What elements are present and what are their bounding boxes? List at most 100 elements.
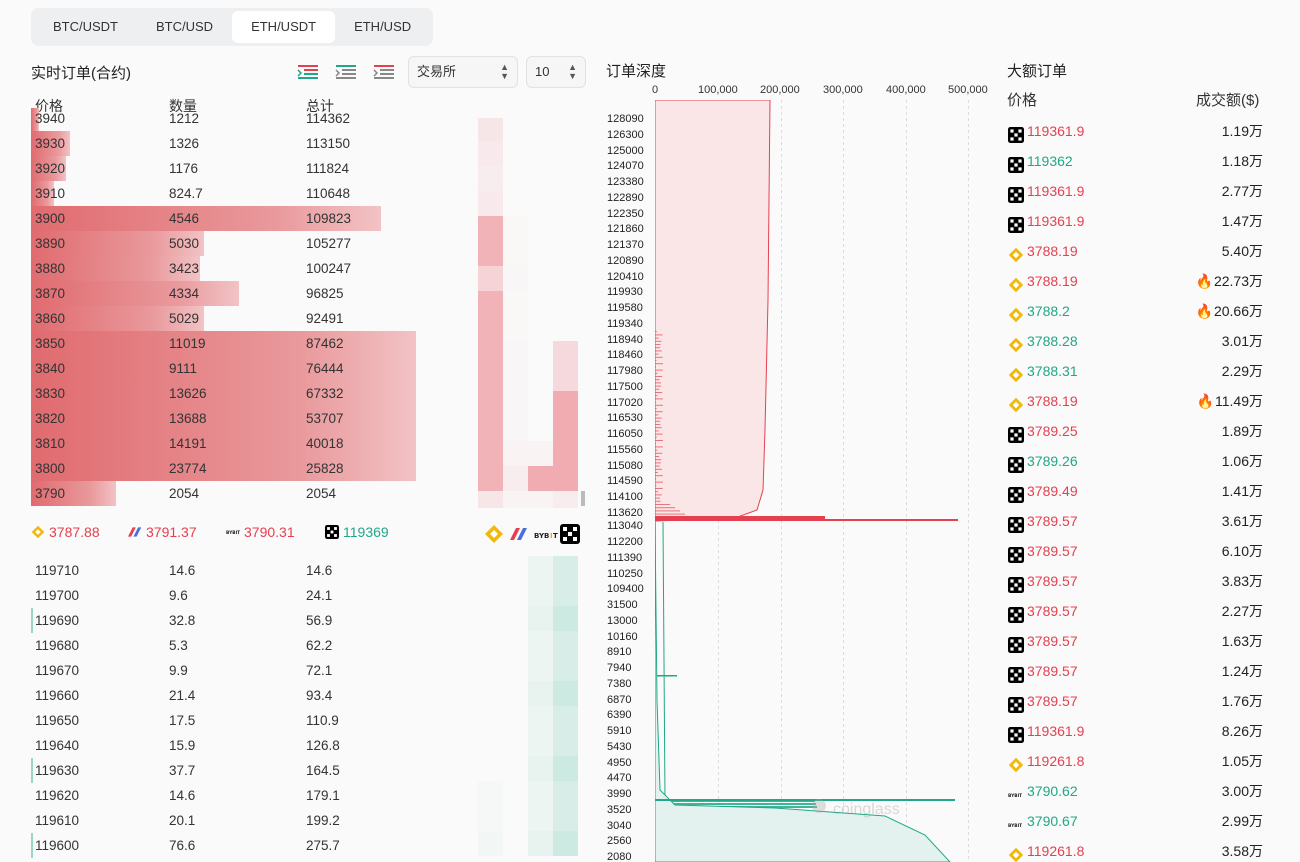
large-order-row[interactable]: 3788.19 🔥22.73万 xyxy=(1007,266,1263,296)
view-both-icon[interactable] xyxy=(296,62,322,82)
ask-level-bar xyxy=(655,401,656,403)
large-order-row[interactable]: 3788.31 2.29万 xyxy=(1007,356,1263,386)
tab-eth-usdt[interactable]: ETH/USDT xyxy=(232,11,336,43)
tab-btc-usd[interactable]: BTC/USD xyxy=(156,19,214,34)
exchange-select[interactable]: 交易所 ▲ ▼ xyxy=(408,56,518,88)
depth-select[interactable]: 10 ▲ ▼ xyxy=(526,56,586,88)
ask-row[interactable]: 3880 3423 100247 xyxy=(31,256,421,281)
bid-price: 119610 xyxy=(35,813,80,828)
large-order-price: 3789.57 xyxy=(1027,543,1078,559)
ask-depth-bar xyxy=(31,256,200,281)
large-order-row[interactable]: 3789.57 6.10万 xyxy=(1007,536,1263,566)
ask-depth-bar xyxy=(31,231,204,256)
large-order-price: 119261.8 xyxy=(1027,753,1085,769)
heat-cell xyxy=(528,581,553,606)
bid-row[interactable]: 119630 37.7 164.5 xyxy=(31,758,421,783)
large-order-row[interactable]: 3789.49 1.41万 xyxy=(1007,476,1263,506)
large-order-row[interactable]: 119261.8 1.05万 xyxy=(1007,746,1263,776)
ask-row[interactable]: 3800 23774 25828 xyxy=(31,456,421,481)
ask-qty: 5030 xyxy=(169,236,200,251)
ask-total: 111824 xyxy=(306,161,350,176)
bid-row[interactable]: 119610 20.1 199.2 xyxy=(31,808,421,833)
bid-row[interactable]: 119680 5.3 62.2 xyxy=(31,633,421,658)
view-asks-icon[interactable] xyxy=(372,62,398,82)
heat-cell xyxy=(503,316,528,341)
ask-row[interactable]: 3860 5029 92491 xyxy=(31,306,421,331)
large-order-row[interactable]: 3789.57 1.63万 xyxy=(1007,626,1263,656)
large-order-row[interactable]: 3789.57 3.61万 xyxy=(1007,506,1263,536)
ask-price: 3900 xyxy=(35,211,66,226)
ask-row[interactable]: 3920 1176 111824 xyxy=(31,156,421,181)
large-order-amount: 6.10万 xyxy=(1222,536,1263,566)
bid-row[interactable]: 119710 14.6 14.6 xyxy=(31,558,421,583)
depth-ask-price: 115560 xyxy=(607,443,643,456)
ask-row[interactable]: 3870 4334 96825 xyxy=(31,281,421,306)
heat-cell xyxy=(528,656,553,681)
tab-eth-usd[interactable]: ETH/USD xyxy=(354,19,412,34)
bid-price: 119650 xyxy=(35,713,80,728)
bid-row[interactable]: 119700 9.6 24.1 xyxy=(31,583,421,608)
ask-level-bar xyxy=(655,452,663,454)
large-order-row[interactable]: 119362 1.18万 xyxy=(1007,146,1263,176)
depth-ask-price: 123380 xyxy=(607,176,644,188)
bid-row[interactable]: 119650 17.5 110.9 xyxy=(31,708,421,733)
depth-bid-price: 31500 xyxy=(607,599,638,611)
large-orders-list: 119361.9 1.19万 119362 1.18万 119361.9 2.77万 119… xyxy=(1007,116,1263,862)
ask-row[interactable]: 3850 11019 87462 xyxy=(31,331,421,356)
heat-cell xyxy=(553,656,578,681)
large-order-row[interactable]: 3789.57 1.24万 xyxy=(1007,656,1263,686)
tab-btc-usdt[interactable]: BTC/USDT xyxy=(53,19,118,34)
large-order-row[interactable]: 119361.9 1.47万 xyxy=(1007,206,1263,236)
bids-list: 119710 14.6 14.6 119700 9.6 24.1 119690 32.8 56.… xyxy=(31,558,421,858)
large-order-row[interactable]: 3789.57 1.76万 xyxy=(1007,686,1263,716)
large-order-row[interactable]: 119361.9 2.77万 xyxy=(1007,176,1263,206)
large-order-row[interactable]: 3788.19 5.40万 xyxy=(1007,236,1263,266)
heat-cell xyxy=(528,466,553,491)
bid-row[interactable]: 119690 32.8 56.9 xyxy=(31,608,421,633)
large-order-row[interactable]: 3788.2 🔥20.66万 xyxy=(1007,296,1263,326)
bid-row[interactable]: 119640 15.9 126.8 xyxy=(31,733,421,758)
ask-row[interactable]: 3900 4546 109823 xyxy=(31,206,421,231)
large-order-row[interactable]: 3789.26 1.06万 xyxy=(1007,446,1263,476)
bid-row[interactable]: 119660 21.4 93.4 xyxy=(31,683,421,708)
heat-cell xyxy=(478,316,503,341)
ask-level-bar xyxy=(655,388,660,390)
view-bids-icon[interactable] xyxy=(334,62,360,82)
ask-row[interactable]: 3930 1326 113150 xyxy=(31,131,421,156)
ask-qty: 4334 xyxy=(169,286,200,301)
ask-row[interactable]: 3810 14191 40018 xyxy=(31,431,421,456)
large-order-row[interactable]: 119361.9 1.19万 xyxy=(1007,116,1263,146)
ask-level-bar xyxy=(655,353,659,355)
large-order-row[interactable]: 3789.57 2.27万 xyxy=(1007,596,1263,626)
large-order-row[interactable]: 3788.28 3.01万 xyxy=(1007,326,1263,356)
ask-level-bar xyxy=(655,340,662,342)
large-order-row[interactable]: BYBIT 3790.67 2.99万 xyxy=(1007,806,1263,836)
large-order-amount-value: 1.19万 xyxy=(1221,123,1263,139)
bid-row[interactable]: 119600 76.6 275.7 xyxy=(31,833,421,858)
ask-row[interactable]: 3830 13626 67332 xyxy=(31,381,421,406)
bid-row[interactable]: 119670 9.9 72.1 xyxy=(31,658,421,683)
large-order-row[interactable]: 3788.19 🔥11.49万 xyxy=(1007,386,1263,416)
large-order-row[interactable]: 119361.9 8.26万 xyxy=(1007,716,1263,746)
ask-row[interactable]: 3820 13688 53707 xyxy=(31,406,421,431)
ask-row[interactable]: 3940 1212 114362 xyxy=(31,108,421,131)
bid-row[interactable]: 119620 14.6 179.1 xyxy=(31,783,421,808)
large-order-price: 3790.62 xyxy=(1027,783,1078,799)
large-order-amount-value: 1.76万 xyxy=(1221,693,1263,709)
ask-row[interactable]: 3790 2054 2054 xyxy=(31,481,421,506)
ask-row[interactable]: 3890 5030 105277 xyxy=(31,231,421,256)
large-order-amount-value: 1.41万 xyxy=(1221,483,1263,499)
large-order-row[interactable]: 119261.8 3.58万 xyxy=(1007,836,1263,862)
large-order-row[interactable]: 3789.25 1.89万 xyxy=(1007,416,1263,446)
large-order-amount: 1.05万 xyxy=(1222,746,1263,776)
bid-price: 119690 xyxy=(35,613,80,628)
ask-row[interactable]: 3910 824.7 110648 xyxy=(31,181,421,206)
ask-row[interactable]: 3840 9111 76444 xyxy=(31,356,421,381)
large-col-amount: 成交额($) xyxy=(1196,92,1260,109)
ticker-binance: 3787.88 xyxy=(31,524,100,540)
heat-cell xyxy=(528,681,553,706)
large-order-row[interactable]: 3789.57 3.83万 xyxy=(1007,566,1263,596)
large-order-row[interactable]: BYBIT 3790.62 3.00万 xyxy=(1007,776,1263,806)
heat-cell xyxy=(528,441,553,466)
scrollbar-thumb[interactable] xyxy=(581,491,585,506)
